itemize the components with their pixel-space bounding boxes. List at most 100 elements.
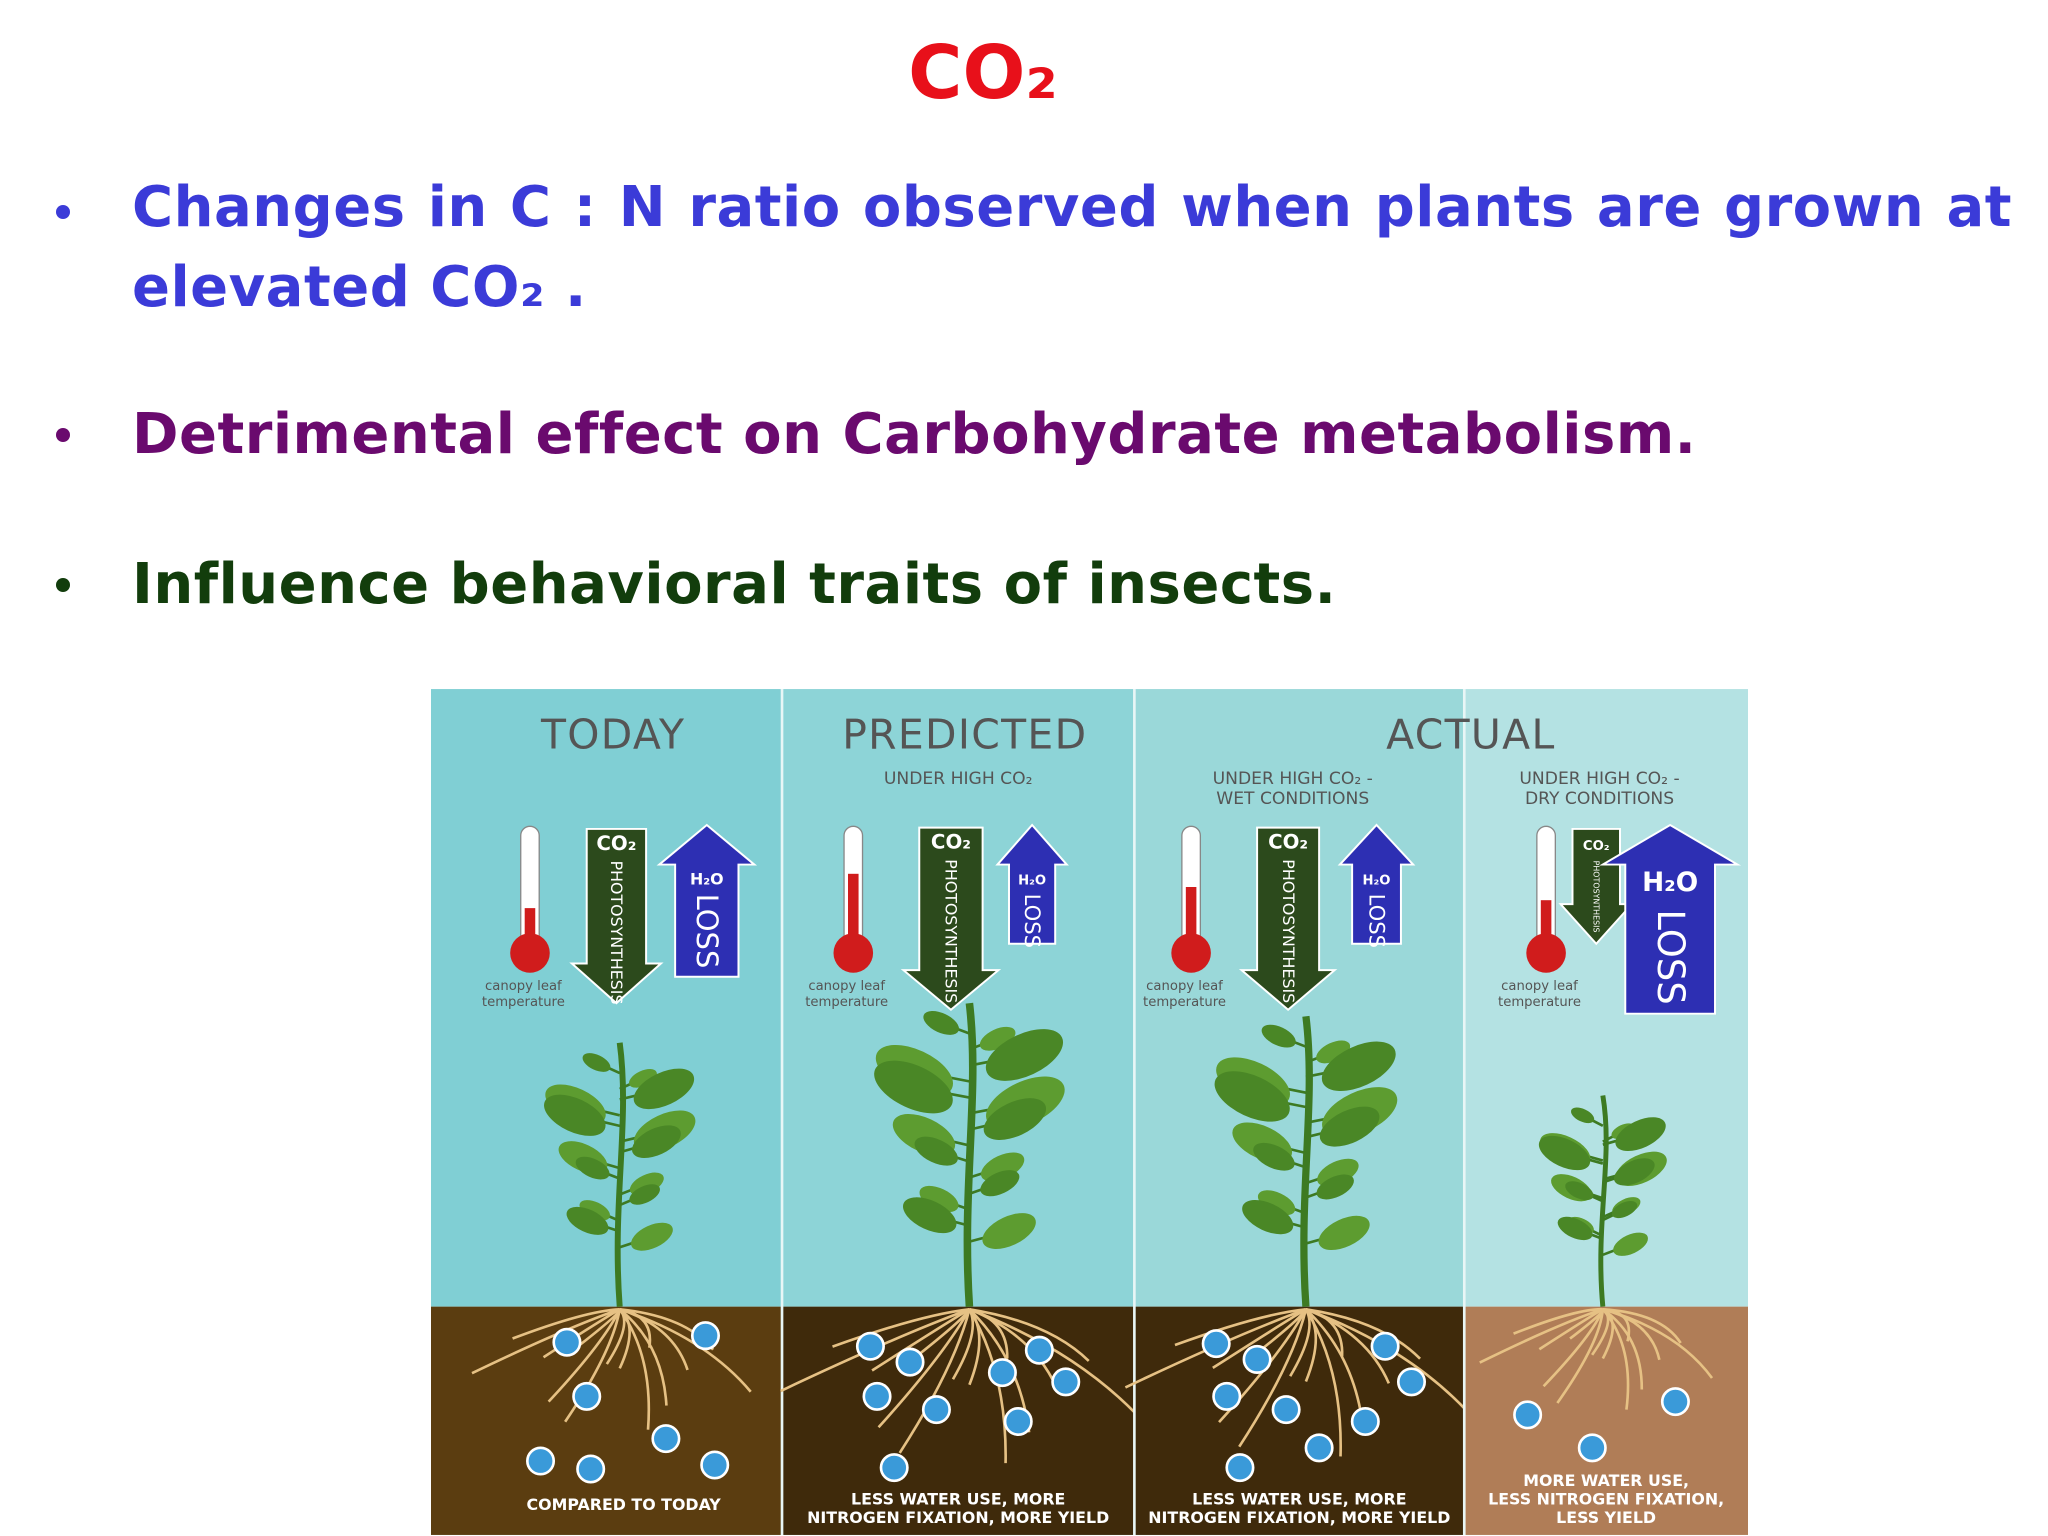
plant-leaf xyxy=(1557,1216,1593,1241)
plant-leaf xyxy=(1613,1232,1648,1256)
plant-root xyxy=(618,1308,651,1430)
water-drop xyxy=(1212,1381,1242,1411)
water-drop xyxy=(1396,1367,1427,1397)
plant-leaf xyxy=(582,1053,611,1072)
co2-arrow xyxy=(569,827,664,1005)
loss-label: LOSS xyxy=(1649,909,1692,1004)
panel-heading: ACTUAL xyxy=(1386,710,1555,758)
panel-subheading: UNDER HIGH CO₂ xyxy=(884,769,1033,789)
plant-root xyxy=(898,1308,971,1454)
plant-leaf xyxy=(1611,1201,1638,1219)
plant-leaf xyxy=(1318,1215,1370,1251)
plant-root xyxy=(1538,1308,1604,1351)
thermo-label: temperature xyxy=(805,995,888,1010)
water-drop xyxy=(1051,1367,1081,1397)
water-drop xyxy=(576,1454,606,1484)
thermometer-bulb xyxy=(833,933,874,973)
bullet-text: Influence behavioral traits of insects. xyxy=(132,552,1337,617)
co2-label: CO₂ xyxy=(1268,831,1308,854)
plant-leaf xyxy=(985,1029,1064,1081)
water-drop xyxy=(700,1450,730,1480)
plant-root xyxy=(1305,1307,1421,1360)
panel-footer: LESS YIELD xyxy=(1556,1508,1656,1527)
water-drop xyxy=(1201,1329,1231,1359)
water-drop xyxy=(879,1453,909,1483)
sky xyxy=(431,689,783,1307)
panel-footer: LESS NITROGEN FIXATION, xyxy=(1488,1490,1724,1509)
thermo-label: temperature xyxy=(1498,995,1581,1010)
plant-root xyxy=(832,1307,970,1348)
bullet-text: Detrimental effect on Carbohydrate metab… xyxy=(132,402,1697,467)
co2-arrow xyxy=(900,826,1002,1012)
co2-label: CO₂ xyxy=(1583,839,1610,854)
soil xyxy=(1134,1306,1465,1535)
thermometer-level xyxy=(1185,887,1197,953)
water-drop xyxy=(895,1347,925,1377)
thermometer-bulb xyxy=(1526,933,1566,973)
plant-root xyxy=(564,1309,622,1423)
loss-label: LOSS xyxy=(1364,894,1389,948)
water-drop xyxy=(855,1331,885,1361)
plant-root xyxy=(1602,1308,1644,1390)
soil xyxy=(431,1306,783,1535)
water-drop xyxy=(1350,1406,1380,1436)
water-drop xyxy=(1577,1433,1607,1463)
h2o-label: H₂O xyxy=(1642,868,1698,898)
panel-heading: PREDICTED xyxy=(842,710,1087,758)
water-drop xyxy=(690,1321,721,1351)
bullet-dot xyxy=(56,578,70,592)
plant-root xyxy=(1174,1307,1307,1347)
plant-root xyxy=(1238,1308,1308,1448)
plant-leaf xyxy=(633,1068,695,1110)
plant-leaf xyxy=(983,1098,1047,1140)
panel-footer: MORE WATER USE, xyxy=(1523,1471,1689,1490)
plant-root xyxy=(780,1308,970,1393)
h2o-arrow xyxy=(995,823,1069,945)
h2o-label: H₂O xyxy=(1018,873,1046,888)
water-drop xyxy=(572,1381,602,1411)
plant-leaf xyxy=(629,1184,660,1205)
water-drop xyxy=(1024,1335,1054,1365)
co2-label: CO₂ xyxy=(931,831,971,854)
plant-leaf xyxy=(1565,1181,1594,1201)
thermometer-level xyxy=(848,873,859,953)
water-drop xyxy=(1304,1433,1334,1463)
photosynthesis-label: PHOTOSYNTHESIS xyxy=(1592,861,1601,933)
plant-leaf xyxy=(1321,1041,1396,1092)
plant-stem xyxy=(614,1042,627,1307)
plant-leaf xyxy=(1242,1199,1294,1235)
water-drop xyxy=(1003,1406,1033,1436)
plant-leaf xyxy=(1253,1142,1295,1171)
plant-leaf xyxy=(575,1156,610,1180)
plant-leaf xyxy=(544,1094,606,1136)
plant-root xyxy=(547,1308,621,1403)
water-drop xyxy=(987,1358,1017,1388)
slide-title: CO₂ xyxy=(908,30,1058,116)
water-drop xyxy=(651,1424,681,1454)
plant-leaf xyxy=(1214,1071,1290,1122)
plant-root xyxy=(1602,1308,1714,1379)
soil xyxy=(1464,1306,1748,1535)
plant-leaf xyxy=(1319,1106,1380,1147)
photosynthesis-label: PHOTOSYNTHESIS xyxy=(1279,859,1298,1003)
plant-stem xyxy=(1598,1095,1609,1307)
panel-footer: LESS WATER USE, MORE xyxy=(851,1490,1065,1509)
plant-root xyxy=(871,1308,971,1372)
plant-root xyxy=(1479,1308,1604,1364)
loss-label: LOSS xyxy=(690,894,724,969)
panel-heading: TODAY xyxy=(540,710,685,758)
plant-leaf xyxy=(1316,1174,1354,1200)
plant-root xyxy=(1602,1307,1682,1344)
co2-arrow xyxy=(1238,826,1338,1012)
h2o-label: H₂O xyxy=(690,869,724,888)
thermo-label: canopy leaf xyxy=(1501,979,1578,994)
plant-root xyxy=(1212,1308,1307,1369)
panel-footer: NITROGEN FIXATION, MORE YIELD xyxy=(807,1508,1109,1527)
water-drop xyxy=(1225,1453,1255,1483)
loss-label: LOSS xyxy=(1020,894,1045,948)
plant-leaf xyxy=(1570,1107,1595,1124)
thermometer-level xyxy=(1540,900,1552,953)
plant-leaf xyxy=(631,1222,673,1251)
water-drop xyxy=(1242,1344,1272,1374)
plant-root xyxy=(1542,1308,1605,1388)
